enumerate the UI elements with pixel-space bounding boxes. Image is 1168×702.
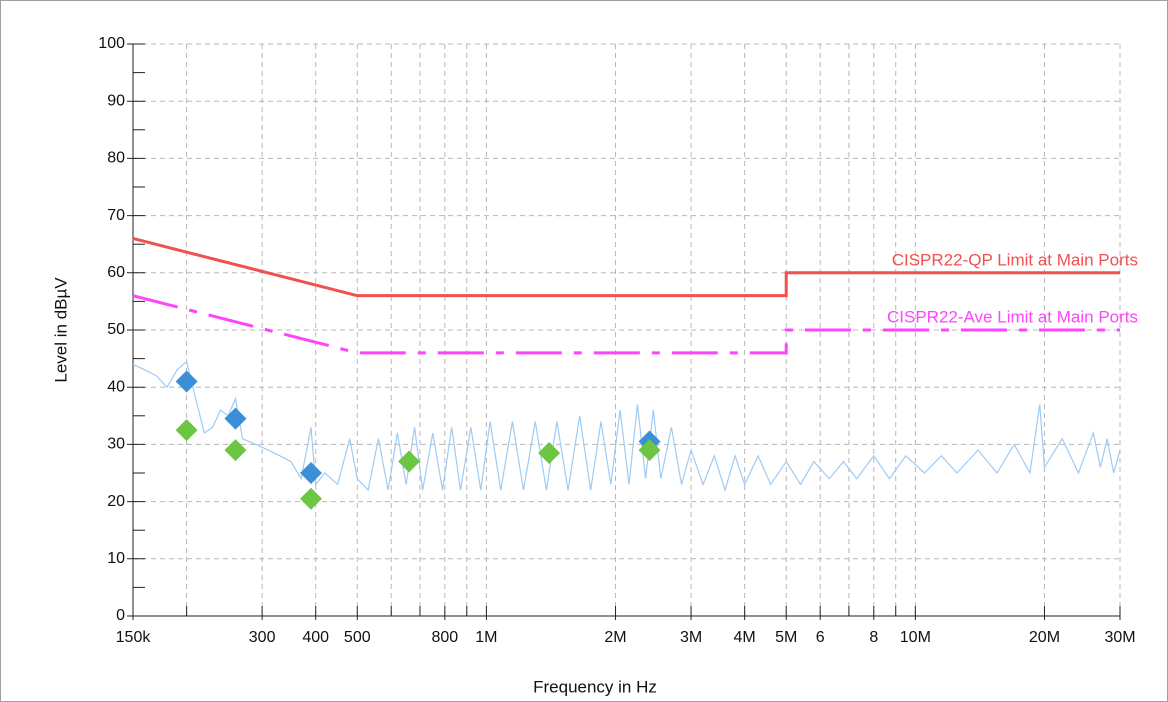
x-axis-label: Frequency in Hz bbox=[533, 677, 657, 696]
y-axis-label: Level in dBµV bbox=[51, 277, 70, 383]
y-tick-label: 40 bbox=[107, 378, 125, 395]
x-tick-label: 5M bbox=[775, 629, 797, 646]
x-tick-label: 20M bbox=[1029, 629, 1060, 646]
y-tick-label: 100 bbox=[98, 35, 125, 52]
x-tick-label: 400 bbox=[302, 629, 329, 646]
trace-line bbox=[132, 360, 1121, 493]
x-tick-label: 8 bbox=[869, 629, 878, 646]
x-tick-label: 150k bbox=[116, 629, 152, 646]
y-tick-label: 30 bbox=[107, 436, 125, 453]
x-tick-label: 800 bbox=[431, 629, 458, 646]
y-tick-label: 60 bbox=[107, 264, 125, 281]
y-tick-label: 80 bbox=[107, 150, 125, 167]
x-tick-label: 2M bbox=[604, 629, 626, 646]
limit-label: CISPR22-Ave Limit at Main Ports bbox=[887, 307, 1138, 326]
x-tick-label: 300 bbox=[249, 629, 276, 646]
x-tick-label: 1M bbox=[475, 629, 497, 646]
x-tick-label: 10M bbox=[900, 629, 931, 646]
marker bbox=[638, 439, 661, 462]
x-tick-label: 500 bbox=[344, 629, 371, 646]
marker bbox=[299, 462, 322, 484]
y-tick-label: 70 bbox=[107, 207, 125, 224]
marker bbox=[538, 441, 561, 464]
limit-line bbox=[132, 294, 1120, 355]
limit-line bbox=[132, 237, 1120, 298]
y-tick-label: 90 bbox=[107, 92, 125, 109]
y-tick-label: 20 bbox=[107, 493, 125, 510]
x-tick-label: 3M bbox=[680, 629, 702, 646]
marker bbox=[175, 370, 198, 393]
limit-label: CISPR22-QP Limit at Main Ports bbox=[892, 250, 1138, 269]
y-tick-label: 0 bbox=[116, 607, 125, 624]
marker bbox=[224, 439, 247, 462]
marker bbox=[224, 407, 247, 430]
x-tick-label: 6 bbox=[816, 629, 825, 646]
y-tick-label: 50 bbox=[107, 321, 125, 338]
marker bbox=[175, 419, 198, 442]
marker bbox=[398, 450, 421, 473]
x-tick-label: 4M bbox=[734, 629, 756, 646]
marker bbox=[299, 487, 322, 510]
y-tick-label: 10 bbox=[107, 550, 125, 567]
x-tick-label: 30M bbox=[1104, 629, 1135, 646]
